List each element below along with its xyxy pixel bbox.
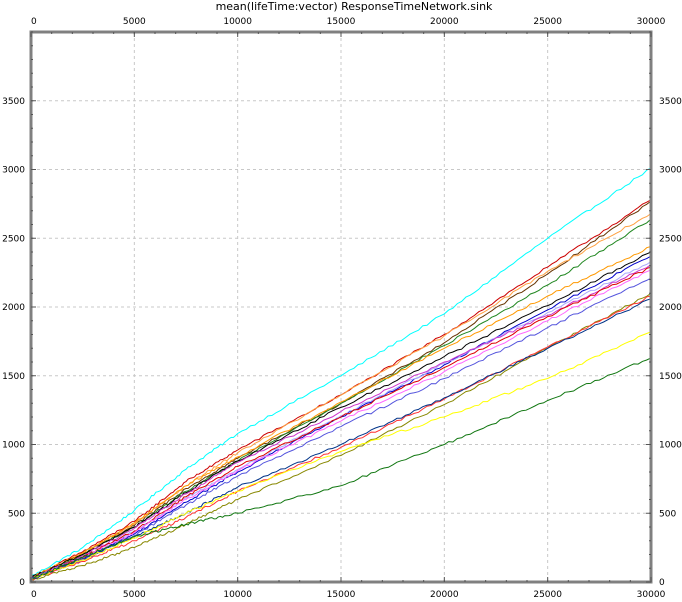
y-tick-label-left: 2500 bbox=[2, 234, 25, 244]
y-tick-label-right: 2500 bbox=[659, 234, 682, 244]
series-line bbox=[30, 251, 652, 579]
series-line bbox=[30, 357, 652, 580]
series-line bbox=[30, 264, 652, 580]
x-tick-label-top: 25000 bbox=[533, 17, 562, 27]
series-line bbox=[31, 266, 652, 580]
y-tick-label-left: 3000 bbox=[2, 166, 25, 176]
x-tick-label-bottom: 0 bbox=[31, 590, 37, 600]
x-tick-label-top: 15000 bbox=[327, 17, 356, 27]
series-line bbox=[30, 292, 652, 581]
x-tick-label-top: 10000 bbox=[223, 17, 252, 27]
series-line bbox=[30, 167, 652, 577]
y-tick-label-left: 2000 bbox=[2, 303, 25, 313]
y-tick-label-left: 1000 bbox=[2, 441, 25, 451]
y-tick-label-left: 1500 bbox=[2, 372, 25, 382]
x-tick-label-bottom: 10000 bbox=[223, 590, 252, 600]
y-tick-label-right: 2000 bbox=[659, 303, 682, 313]
tick-labels: 0050005000100001000015000150002000020000… bbox=[2, 17, 682, 600]
y-tick-label-right: 0 bbox=[659, 578, 665, 588]
x-tick-label-bottom: 5000 bbox=[123, 590, 146, 600]
y-tick-label-right: 1000 bbox=[659, 441, 682, 451]
series-lines bbox=[30, 167, 652, 581]
chart-title: mean(lifeTime:vector) ResponseTimeNetwor… bbox=[216, 0, 493, 13]
y-tick-label-right: 1500 bbox=[659, 372, 682, 382]
x-tick-label-bottom: 25000 bbox=[533, 590, 562, 600]
x-tick-label-top: 5000 bbox=[123, 17, 146, 27]
y-tick-label-right: 3000 bbox=[659, 166, 682, 176]
x-tick-label-bottom: 20000 bbox=[430, 590, 459, 600]
series-line bbox=[30, 331, 652, 580]
series-line bbox=[30, 298, 652, 580]
series-line bbox=[30, 246, 652, 579]
series-line bbox=[30, 200, 652, 579]
x-tick-label-top: 20000 bbox=[430, 17, 459, 27]
y-tick-label-left: 500 bbox=[8, 509, 25, 519]
gridlines bbox=[31, 32, 651, 582]
y-tick-label-left: 3500 bbox=[2, 97, 25, 107]
axis-ticks bbox=[30, 31, 652, 583]
y-tick-label-right: 3500 bbox=[659, 97, 682, 107]
series-line bbox=[30, 199, 652, 579]
x-tick-label-top: 30000 bbox=[637, 17, 666, 27]
y-tick-label-left: 0 bbox=[19, 578, 25, 588]
y-tick-label-right: 500 bbox=[659, 509, 676, 519]
x-tick-label-top: 0 bbox=[31, 17, 37, 27]
x-tick-label-bottom: 30000 bbox=[637, 590, 666, 600]
x-tick-label-bottom: 15000 bbox=[327, 590, 356, 600]
